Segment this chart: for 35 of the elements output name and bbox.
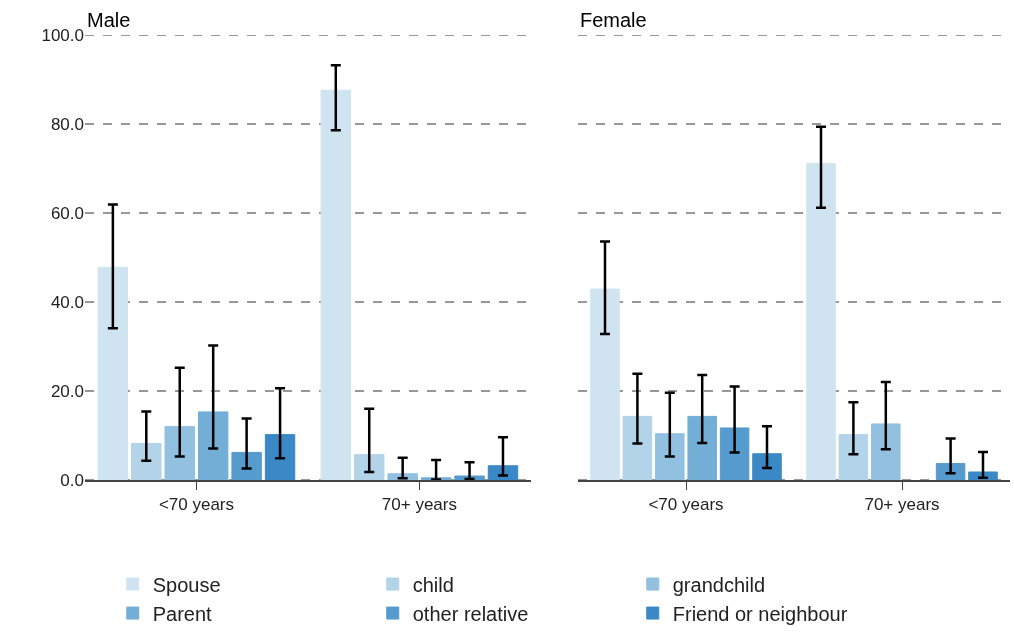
bar [164,426,195,480]
x-tick-label: 70+ years [864,494,940,514]
legend-label: child [412,573,454,596]
bar [231,451,262,480]
bar [590,288,620,480]
bar [97,266,129,480]
bar [354,454,385,480]
bar [320,89,351,480]
x-tick-label: 70+ years [381,495,457,515]
bar [838,434,869,480]
chart-title: Male [87,9,131,31]
legend-label: Friend or neighbour [672,602,848,625]
y-tick-label: 80.0 [50,114,84,134]
bar [871,423,901,480]
bar [197,411,229,480]
bar [687,415,717,480]
bar [655,433,685,480]
bar [131,443,162,480]
bar [752,453,782,480]
legend-label: other relative [412,602,529,625]
y-tick-label: 100.0 [41,25,84,45]
y-tick-label: 20.0 [50,381,84,401]
legend-label: Spouse [152,573,221,596]
y-tick-label: 60.0 [50,203,84,223]
bar [264,434,296,480]
x-tick-label: <70 years [158,495,235,515]
chart-title: Female [580,9,647,31]
legend-label: grandchild [672,573,766,596]
bar [719,427,750,480]
bar [622,415,653,480]
legend-label: Parent [152,602,213,625]
x-tick-label: <70 years [648,494,724,514]
bar [806,163,836,480]
y-tick-label: 40.0 [50,292,84,312]
y-tick-label: 0.0 [60,470,84,490]
